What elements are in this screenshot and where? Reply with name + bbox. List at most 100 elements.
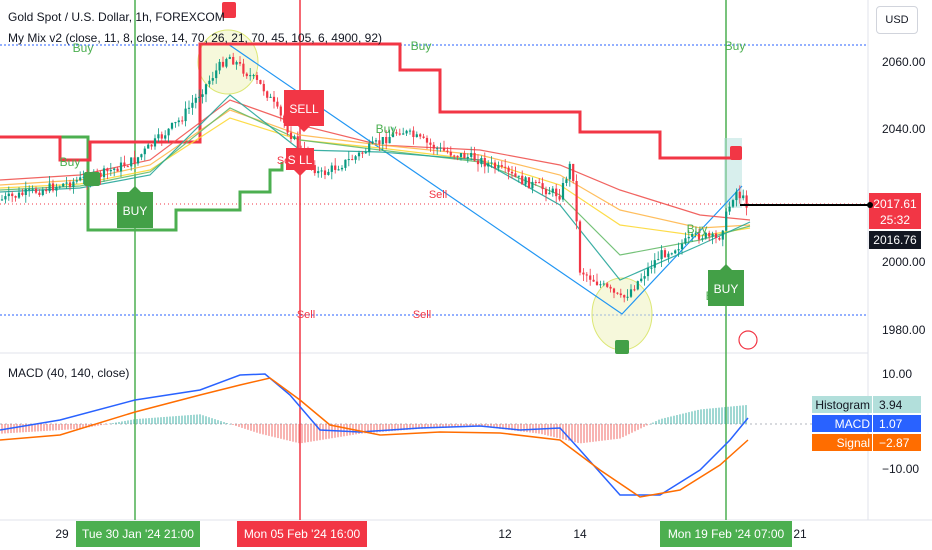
histogram-bar bbox=[412, 424, 414, 430]
histogram-bar bbox=[313, 424, 315, 442]
histogram-bar bbox=[688, 412, 690, 424]
price-label-bg bbox=[869, 193, 921, 229]
histogram-bar bbox=[76, 424, 78, 430]
candle-body bbox=[228, 56, 231, 59]
candle-body bbox=[296, 136, 299, 149]
currency-button[interactable]: USD bbox=[876, 6, 918, 34]
histogram-bar bbox=[727, 406, 729, 424]
histogram-bar bbox=[484, 424, 486, 428]
marker-top bbox=[222, 2, 236, 18]
candle-body bbox=[364, 152, 367, 154]
candle-body bbox=[211, 78, 214, 81]
histogram-bar bbox=[430, 424, 432, 429]
candle-body bbox=[330, 165, 333, 172]
candle-body bbox=[453, 155, 456, 157]
macd-tick-1: 10.00 bbox=[882, 367, 912, 381]
candle-body bbox=[680, 243, 684, 250]
candle-body bbox=[657, 259, 660, 261]
candle-body bbox=[31, 188, 34, 190]
histogram-bar bbox=[739, 405, 741, 424]
histogram-bar bbox=[205, 416, 207, 424]
macd-title[interactable]: MACD (40, 140, close) bbox=[8, 366, 130, 380]
histogram-bar bbox=[691, 411, 693, 424]
indicator-title[interactable]: My Mix v2 (close, 11, 8, close, 14, 70, … bbox=[8, 31, 382, 45]
candle-body bbox=[558, 196, 561, 200]
candle-body bbox=[374, 140, 378, 142]
candle-body bbox=[55, 186, 58, 191]
candle-body bbox=[742, 195, 745, 199]
candle-body bbox=[504, 166, 507, 168]
histogram-bar bbox=[148, 418, 150, 424]
candle-body bbox=[609, 286, 612, 289]
buy-flag-1-shape bbox=[117, 186, 153, 228]
histogram-bar bbox=[181, 415, 183, 424]
histogram-bar bbox=[1, 424, 3, 434]
histogram-bar bbox=[268, 424, 270, 436]
histogram-bar bbox=[457, 424, 459, 428]
histogram-bar bbox=[667, 417, 669, 424]
candle-body bbox=[153, 138, 157, 147]
histogram-bar bbox=[79, 424, 81, 429]
histogram-bar bbox=[493, 424, 495, 429]
histogram-bar bbox=[394, 424, 396, 431]
histogram-bar bbox=[418, 424, 420, 429]
histogram-bar bbox=[631, 424, 633, 433]
candle-body bbox=[170, 122, 174, 129]
candle-body bbox=[14, 196, 17, 198]
histogram-bar bbox=[718, 407, 720, 424]
candle-body bbox=[249, 75, 252, 77]
candle-body bbox=[476, 160, 480, 165]
histogram-bar bbox=[409, 424, 411, 430]
histogram-bar bbox=[133, 419, 135, 424]
candle-body bbox=[674, 250, 677, 254]
histogram-bar bbox=[571, 424, 573, 442]
candle-body bbox=[320, 170, 323, 172]
candle-body bbox=[136, 157, 140, 164]
histogram-bar bbox=[283, 424, 285, 440]
candle-body bbox=[735, 191, 738, 201]
candle-body bbox=[429, 142, 432, 145]
candle-body bbox=[521, 175, 524, 185]
symbol-title[interactable]: Gold Spot / U.S. Dollar, 1h, FOREXCOM bbox=[8, 10, 225, 24]
buy-label-2: Buy bbox=[73, 41, 94, 55]
macd-label-name-bg-3 bbox=[812, 434, 872, 451]
candle-body bbox=[572, 163, 575, 181]
histogram-bar bbox=[178, 415, 180, 424]
histogram-bar bbox=[715, 407, 717, 424]
histogram-bar bbox=[592, 424, 594, 442]
candle-body bbox=[480, 157, 483, 165]
histogram-bar bbox=[676, 415, 678, 424]
histogram-bar bbox=[100, 424, 102, 426]
candle-body bbox=[470, 152, 473, 157]
histogram-bar bbox=[406, 424, 408, 430]
candle-body bbox=[24, 189, 27, 196]
candle-body bbox=[79, 177, 82, 181]
histogram-bar bbox=[391, 424, 393, 432]
candle-body bbox=[619, 293, 622, 296]
candle-body bbox=[75, 180, 78, 182]
candle-body bbox=[0, 199, 4, 201]
sell-label-4: Sell bbox=[413, 309, 431, 321]
histogram-bar bbox=[151, 417, 153, 424]
histogram-bar bbox=[121, 421, 123, 424]
candle-body bbox=[415, 134, 418, 138]
candle-body bbox=[11, 193, 14, 197]
candle-body bbox=[565, 179, 568, 184]
candle-body bbox=[313, 165, 316, 174]
candle-body bbox=[232, 56, 235, 65]
histogram-bar bbox=[604, 424, 606, 441]
histogram-bar bbox=[244, 424, 246, 429]
candle-body bbox=[119, 162, 123, 172]
histogram-bar bbox=[109, 423, 111, 425]
candle-body bbox=[616, 292, 619, 294]
candle-body bbox=[640, 278, 643, 282]
histogram-bar bbox=[385, 424, 387, 432]
candle-body bbox=[633, 289, 636, 291]
histogram-bar bbox=[154, 417, 156, 424]
time-highlight-3: Mon 19 Feb '24 07:00 bbox=[668, 527, 785, 541]
histogram-bar bbox=[274, 424, 276, 438]
histogram-bar bbox=[160, 417, 162, 424]
time-highlight-1: Tue 30 Jan '24 21:00 bbox=[82, 527, 194, 541]
candle-body bbox=[731, 200, 735, 207]
